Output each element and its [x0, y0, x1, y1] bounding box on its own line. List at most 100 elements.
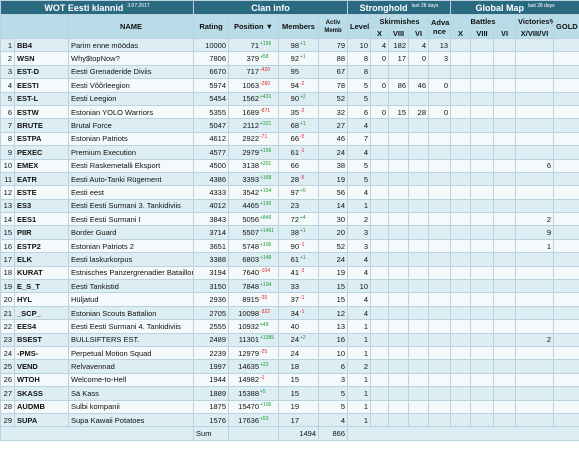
sk-vi	[408, 279, 430, 294]
position-change: +22	[260, 362, 269, 369]
sk-x	[370, 399, 390, 414]
level: 4	[347, 292, 372, 307]
members-change: -2	[300, 80, 305, 87]
position-cell: 17636+53	[228, 412, 280, 428]
clan-row: 16 ESTP2 Estonian Patriots 2 3651 5748+106 90…	[0, 238, 579, 254]
gm-x	[450, 238, 472, 254]
gm-viii	[470, 225, 495, 240]
gm-x	[450, 372, 472, 388]
clan-name: Brutal Force	[67, 118, 195, 133]
active: 15	[318, 292, 349, 307]
row-number: 15	[0, 225, 15, 240]
gold	[553, 305, 579, 321]
clan-row: 1 BB4 Parim enne möödas 10000 71+156 98+1 79 10…	[0, 37, 579, 53]
col-name: NAME	[67, 14, 195, 39]
row-number: 26	[0, 372, 15, 388]
clan-name: Supa Kawaii Potatoes	[67, 412, 195, 428]
advance	[428, 265, 452, 281]
row-number: 10	[0, 158, 15, 173]
sk-vi	[408, 399, 430, 414]
sk-viii	[388, 399, 410, 414]
position-cell: 2112+321	[228, 118, 280, 133]
clan-name: Eesti Grenaderide Diviis	[67, 64, 195, 80]
row-number: 5	[0, 91, 15, 106]
clan-tag: EES4	[14, 319, 69, 334]
clan-tag: KURAT	[14, 265, 69, 281]
position-cell: 12979-25	[228, 345, 280, 361]
members-cell: 37-1	[278, 292, 320, 307]
sk-viii	[388, 252, 410, 267]
row-number: 14	[0, 212, 15, 227]
victories	[515, 319, 555, 334]
gm-viii	[470, 78, 495, 93]
members-change: +1	[300, 40, 306, 47]
position: 379	[246, 54, 260, 64]
clan-row: 26 WTOH Welcome-to-Hell 1944 14982-1 15 3 1	[0, 372, 579, 388]
gold	[553, 372, 579, 388]
col-skirmishes: Skirmishes	[370, 14, 430, 28]
row-number: 22	[0, 319, 15, 334]
members: 23	[290, 201, 300, 211]
advance	[428, 212, 452, 227]
sk-viii	[388, 386, 410, 401]
gm-x	[450, 185, 472, 200]
gm-viii	[470, 265, 495, 281]
active: 15	[318, 279, 349, 294]
position: 2112	[242, 121, 260, 131]
position: 5507	[242, 228, 260, 238]
row-number: 25	[0, 359, 15, 374]
gm-vi	[493, 292, 517, 307]
sk-x	[370, 279, 390, 294]
sk-vi	[408, 345, 430, 361]
gold	[553, 332, 579, 347]
clan-row: 25 VEND Relvavennad 1997 14635+22 18 6 2	[0, 359, 579, 374]
clan-name: Eesti Auto-Tanki Rügement	[67, 171, 195, 187]
gm-x	[450, 37, 472, 53]
victories: 6	[515, 158, 555, 173]
gm-x	[450, 131, 472, 147]
position-change: -260	[260, 80, 271, 87]
level: 8	[347, 64, 372, 80]
sk-viii	[388, 158, 410, 173]
members-cell: 34-1	[278, 305, 320, 321]
active: 10	[318, 345, 349, 361]
members-change: +1	[300, 254, 306, 261]
position: 1689	[242, 107, 260, 117]
gm-viii	[470, 185, 495, 200]
gm-x	[450, 198, 472, 214]
active: 32	[318, 104, 349, 120]
position-change: +5	[260, 388, 266, 395]
clan-row: 7 BRUTE Brutal Force 5047 2112+321 68+1 27 4	[0, 118, 579, 133]
gm-viii	[470, 118, 495, 133]
col-position[interactable]: Position ▼	[228, 14, 280, 39]
active: 56	[318, 185, 349, 200]
position-cell: 14982-1	[228, 372, 280, 388]
clan-tag: ESTW	[14, 104, 69, 120]
position-change: +106	[260, 402, 272, 409]
gold	[553, 399, 579, 414]
level: 4	[347, 185, 372, 200]
members-cell: 38+1	[278, 225, 320, 240]
active: 14	[318, 198, 349, 214]
advance	[428, 91, 452, 106]
position-change: +1461	[260, 228, 275, 235]
members-cell: 28-5	[278, 171, 320, 187]
active: 67	[318, 64, 349, 80]
active: 27	[318, 118, 349, 133]
gm-viii	[470, 158, 495, 173]
col-members: Members	[278, 14, 320, 39]
col-gm-viii: VIII	[470, 27, 495, 39]
gm-vi	[493, 131, 517, 147]
sk-x	[370, 171, 390, 187]
members: 66	[290, 134, 300, 144]
clan-tag: EESTI	[14, 78, 69, 93]
members: 90	[290, 241, 300, 251]
gold	[553, 279, 579, 294]
gm-x	[450, 252, 472, 267]
advance	[428, 131, 452, 147]
clan-row: 29 SUPA Supa Kawaii Potatoes 1576 17636+53 17…	[0, 412, 579, 428]
clan-row: 3 EST-D Eesti Grenaderide Diviis 6670 717-42…	[0, 64, 579, 80]
advance	[428, 305, 452, 321]
gold	[553, 37, 579, 53]
sk-viii	[388, 412, 410, 428]
